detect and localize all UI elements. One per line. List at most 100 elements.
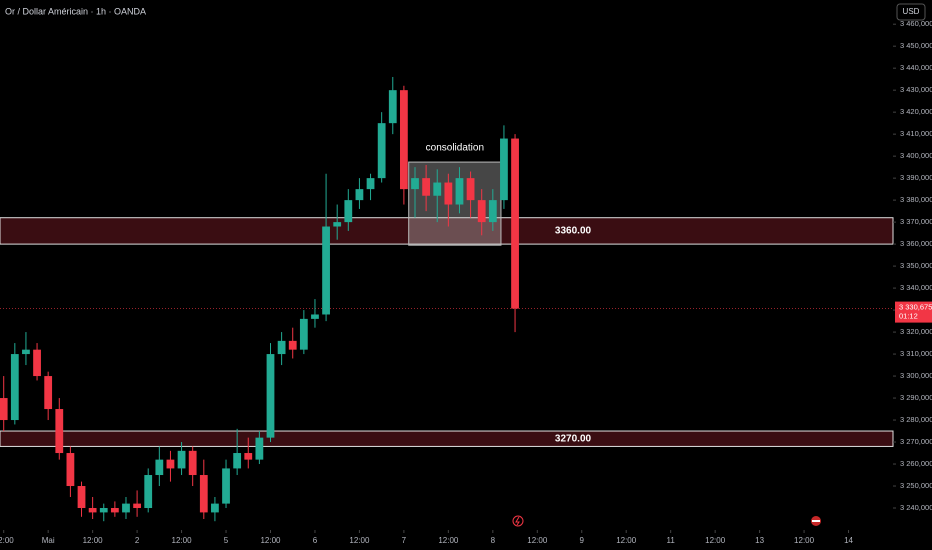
candle-body [211, 503, 219, 513]
currency-button[interactable] [896, 3, 926, 21]
zone [0, 217, 894, 245]
candle-body [133, 503, 141, 509]
y-tick-label: 3 250,000 [900, 481, 932, 490]
x-tick-label: 12:00 [349, 536, 370, 545]
candle-body [144, 475, 153, 509]
candle-body [166, 459, 175, 469]
y-tick-label: 3 340,000 [900, 283, 932, 292]
y-tick-label: 3 270,000 [900, 437, 932, 446]
x-tick-label: 12:00 [527, 536, 548, 545]
candle-body [255, 437, 264, 460]
x-tick-label: Mai [42, 536, 55, 545]
zone-label: 3360.00 [555, 226, 592, 237]
zone-label: 3270.00 [555, 433, 592, 444]
candle-body [177, 450, 186, 469]
y-tick-label: 3 420,000 [900, 107, 932, 116]
candle-body [488, 200, 497, 223]
candle-body [466, 178, 475, 201]
x-tick-label: 7 [402, 536, 407, 545]
candle-body [399, 90, 408, 190]
candle-body [44, 376, 53, 410]
x-tick-label: 12:00 [616, 536, 637, 545]
x-tick-label: 12:00 [705, 536, 726, 545]
x-tick-label: 12:00 [260, 536, 281, 545]
x-tick-label: 9 [580, 536, 585, 545]
y-tick-label: 3 300,000 [900, 371, 932, 380]
y-tick-label: 3 430,000 [900, 85, 932, 94]
x-tick-label: 2 [135, 536, 140, 545]
y-tick-label: 3 350,000 [900, 261, 932, 270]
candle-body [244, 453, 253, 460]
y-tick-label: 3 370,000 [900, 217, 932, 226]
candle-body [433, 182, 442, 196]
candle-body [366, 178, 375, 190]
candle-body [10, 354, 19, 421]
flag-icon[interactable] [811, 516, 821, 526]
x-tick-label: 12:00 [172, 536, 193, 545]
candle-body [99, 508, 108, 513]
currency-label[interactable]: USD [903, 7, 920, 16]
x-tick-label: 12:00 [794, 536, 815, 545]
y-tick-label: 3 410,000 [900, 129, 932, 138]
candle-body [55, 409, 64, 454]
candle-body [377, 123, 386, 179]
candle-body [233, 453, 242, 469]
candle-body [333, 222, 342, 227]
candle-body [344, 200, 353, 223]
candle-body [311, 314, 319, 319]
candle-body [444, 182, 453, 205]
y-tick-label: 3 360,000 [900, 239, 932, 248]
y-tick-label: 3 280,000 [900, 415, 932, 424]
last-price-label: 3 330,675 [899, 303, 932, 312]
candle-body [299, 318, 308, 350]
y-tick-label: 3 310,000 [900, 349, 932, 358]
candle-body [66, 453, 75, 487]
candle-body [500, 138, 508, 201]
last-price-tag [895, 301, 932, 323]
candle-body [322, 226, 330, 315]
countdown-label: 01:12 [899, 312, 918, 321]
y-tick-label: 3 460,000 [900, 19, 932, 28]
y-tick-label: 3 390,000 [900, 173, 932, 182]
y-tick-label: 3 450,000 [900, 41, 932, 50]
candle-body [88, 508, 97, 513]
event-icon[interactable] [512, 515, 524, 527]
candle-body [388, 90, 397, 124]
y-tick-label: 3 380,000 [900, 195, 932, 204]
candle-body [110, 508, 119, 513]
zone [0, 430, 894, 447]
candle-body [77, 486, 86, 509]
candle-body [33, 349, 41, 377]
candle-body [511, 138, 519, 309]
candle-body [422, 178, 431, 196]
x-tick-label: 12:00 [0, 536, 14, 545]
x-tick-label: 11 [667, 536, 676, 545]
consolidation-box [408, 161, 502, 246]
x-tick-label: 13 [755, 536, 764, 545]
candle-body [199, 475, 208, 513]
candle-body [477, 200, 486, 223]
y-tick-label: 3 440,000 [900, 63, 932, 72]
candle-body [355, 189, 364, 201]
candle-body [155, 459, 164, 476]
candle-body [411, 178, 419, 190]
consolidation-label: consolidation [426, 143, 484, 154]
candle-body [0, 398, 8, 421]
candle-body [188, 450, 197, 476]
candle-body [266, 354, 275, 438]
y-tick-label: 3 260,000 [900, 459, 932, 468]
candle-body [222, 468, 230, 504]
chart-title: Or / Dollar Américain · 1h · OANDA [5, 6, 146, 16]
x-tick-label: 14 [844, 536, 853, 545]
candle-body [455, 178, 464, 205]
y-tick-label: 3 400,000 [900, 151, 932, 160]
x-tick-label: 12:00 [438, 536, 459, 545]
candle-body [277, 340, 286, 355]
candle-body [22, 349, 30, 355]
x-tick-label: 6 [313, 536, 318, 545]
y-tick-label: 3 290,000 [900, 393, 932, 402]
candle-body [122, 503, 130, 513]
x-tick-label: 12:00 [83, 536, 104, 545]
